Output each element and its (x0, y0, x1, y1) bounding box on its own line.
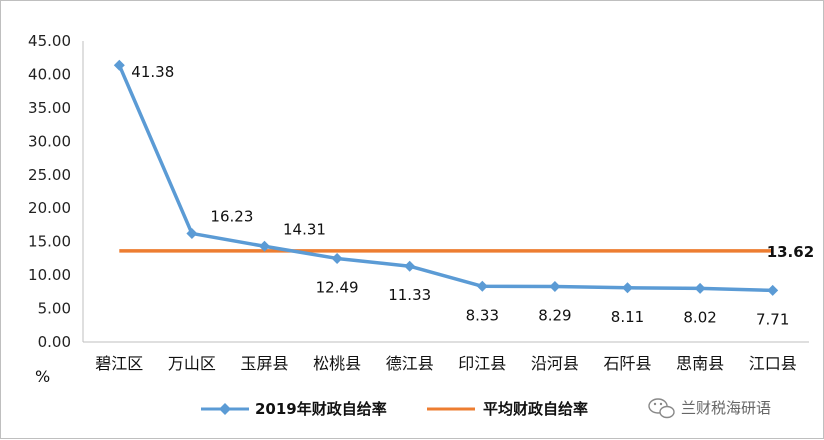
data-label-0: 41.38 (131, 63, 174, 81)
category-label-2: 玉屏县 (240, 354, 288, 373)
y-tick-label-5: 25.00 (28, 166, 71, 184)
data-point-3 (331, 252, 343, 264)
data-label-1: 16.23 (210, 207, 253, 225)
y-tick-label-2: 10.00 (28, 266, 71, 284)
data-label-6: 8.29 (538, 307, 571, 325)
data-label-5: 8.33 (466, 306, 499, 324)
series-line (117, 64, 773, 293)
data-point-2 (259, 240, 270, 252)
y-tick-label-3: 15.00 (28, 233, 71, 251)
data-point-8 (694, 282, 706, 294)
data-point-1 (186, 227, 198, 239)
data-label-4: 11.33 (388, 286, 431, 304)
category-label-6: 沿河县 (531, 354, 579, 373)
data-label-2: 14.31 (283, 220, 326, 238)
data-label-3: 12.49 (316, 278, 359, 296)
y-tick-label-6: 30.00 (28, 132, 71, 150)
legend-label-series-1: 2019年财政自给率 (255, 400, 387, 418)
legend-marker-series-1 (219, 403, 231, 415)
data-label-8: 8.02 (683, 308, 716, 326)
data-point-9 (767, 284, 779, 296)
watermark-text: 兰财税海研语 (681, 399, 771, 417)
y-unit-label: % (35, 367, 50, 386)
data-label-9: 7.71 (756, 310, 789, 328)
category-label-3: 松桃县 (313, 354, 361, 373)
axes (82, 41, 809, 343)
y-axis-ticks: 0.00 5.00 10.00 15.00 20.00 25.00 30.00 35.00 40… (28, 32, 71, 351)
y-tick-label-8: 40.00 (28, 65, 71, 83)
data-label-7: 8.11 (611, 308, 644, 326)
average-series: 13.62 (119, 243, 814, 261)
data-point-4 (404, 260, 416, 272)
legend-label-series-2: 平均财政自给率 (483, 400, 588, 418)
y-tick-label-4: 20.00 (28, 199, 71, 217)
wechat-icon (648, 398, 675, 419)
average-value-label: 13.62 (767, 243, 814, 261)
category-label-7: 石阡县 (603, 354, 651, 373)
y-tick-label-9: 45.00 (28, 32, 71, 50)
main-series (113, 59, 779, 296)
y-tick-label-7: 35.00 (28, 99, 71, 117)
category-label-9: 江口县 (749, 354, 797, 373)
data-labels: 41.38 16.23 14.31 12.49 11.33 8.33 8.29 8.11 8.0… (131, 63, 789, 328)
category-labels: 碧江区 万山区 玉屏县 松桃县 德江县 印江县 沿河县 石阡县 思南县 江口县 (95, 354, 796, 373)
y-tick-label-0: 0.00 (38, 333, 71, 351)
y-tick-label-1: 5.00 (38, 300, 71, 318)
category-label-1: 万山区 (168, 354, 216, 373)
category-label-0: 碧江区 (95, 354, 143, 373)
data-point-0 (113, 59, 125, 71)
data-point-5 (476, 280, 488, 292)
legend: 2019年财政自给率 平均财政自给率 (201, 400, 588, 418)
category-label-5: 印江县 (458, 354, 506, 373)
category-label-8: 思南县 (676, 354, 724, 373)
watermark: 兰财税海研语 (648, 398, 771, 419)
data-point-7 (622, 282, 633, 294)
data-point-6 (549, 281, 561, 293)
category-label-4: 德江县 (386, 354, 434, 373)
